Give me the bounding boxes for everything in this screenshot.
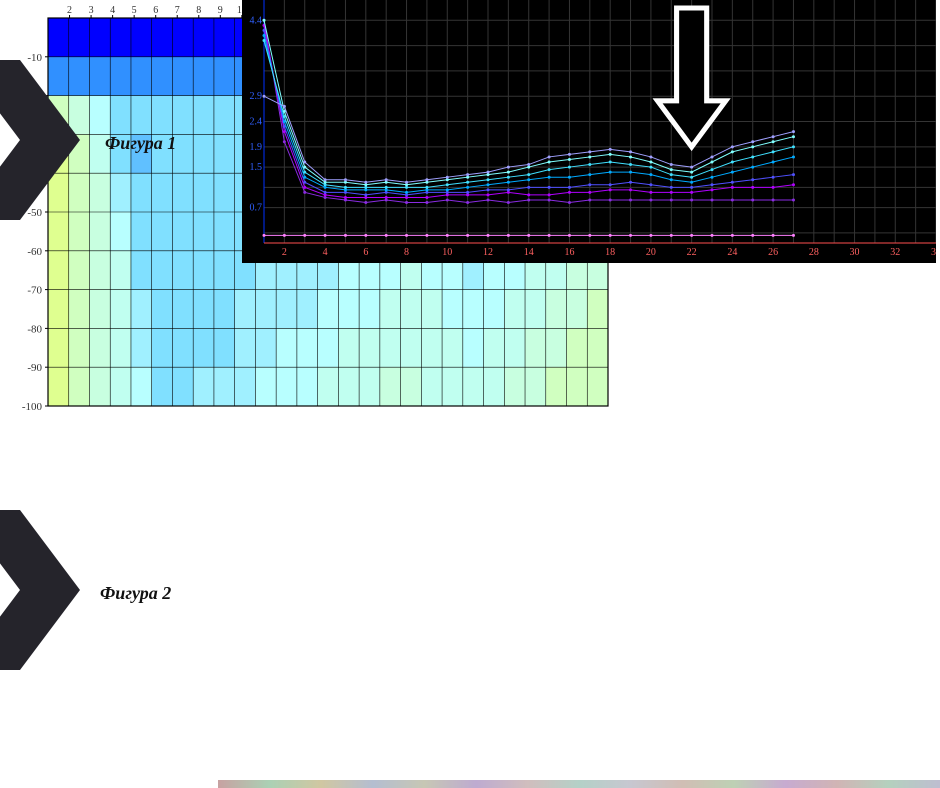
svg-text:18: 18 <box>605 247 615 258</box>
svg-text:7: 7 <box>175 5 180 16</box>
svg-text:6: 6 <box>153 5 158 16</box>
svg-text:22: 22 <box>687 247 697 258</box>
svg-text:4.4: 4.4 <box>250 15 263 26</box>
svg-text:12: 12 <box>483 247 493 258</box>
svg-text:8: 8 <box>404 247 409 258</box>
svg-text:20: 20 <box>646 247 656 258</box>
svg-text:4: 4 <box>110 5 115 16</box>
svg-text:24: 24 <box>727 247 737 258</box>
svg-text:1.9: 1.9 <box>250 142 263 153</box>
chart1-svg: 0.71.51.92.42.94.42468101214161820222426… <box>242 0 936 263</box>
svg-text:2: 2 <box>67 5 72 16</box>
chevron-fig1 <box>0 60 80 220</box>
svg-text:-60: -60 <box>27 246 42 258</box>
svg-text:4: 4 <box>323 247 328 258</box>
label-fig2: Фигура 2 <box>100 583 171 604</box>
chevron-fig2 <box>0 510 80 670</box>
svg-text:1.5: 1.5 <box>250 162 263 173</box>
svg-text:30: 30 <box>850 247 860 258</box>
svg-text:16: 16 <box>564 247 574 258</box>
svg-text:9: 9 <box>218 5 223 16</box>
label-fig1: Фигура 1 <box>105 133 176 154</box>
svg-text:34: 34 <box>931 247 936 258</box>
svg-text:-80: -80 <box>27 323 42 335</box>
svg-text:-70: -70 <box>27 285 42 297</box>
svg-text:8: 8 <box>196 5 201 16</box>
svg-text:32: 32 <box>890 247 900 258</box>
svg-text:3: 3 <box>89 5 94 16</box>
noise-band <box>218 780 940 788</box>
svg-text:6: 6 <box>363 247 368 258</box>
svg-text:26: 26 <box>768 247 778 258</box>
svg-text:5: 5 <box>132 5 137 16</box>
svg-text:2: 2 <box>282 247 287 258</box>
svg-text:0.7: 0.7 <box>250 203 263 214</box>
svg-text:2.9: 2.9 <box>250 91 263 102</box>
chart1-panel: 0.71.51.92.42.94.42468101214161820222426… <box>242 0 936 263</box>
svg-text:10: 10 <box>442 247 452 258</box>
svg-text:14: 14 <box>524 247 534 258</box>
svg-text:28: 28 <box>809 247 819 258</box>
svg-text:2.4: 2.4 <box>250 117 263 128</box>
svg-text:-90: -90 <box>27 362 42 374</box>
svg-text:-100: -100 <box>22 401 43 413</box>
